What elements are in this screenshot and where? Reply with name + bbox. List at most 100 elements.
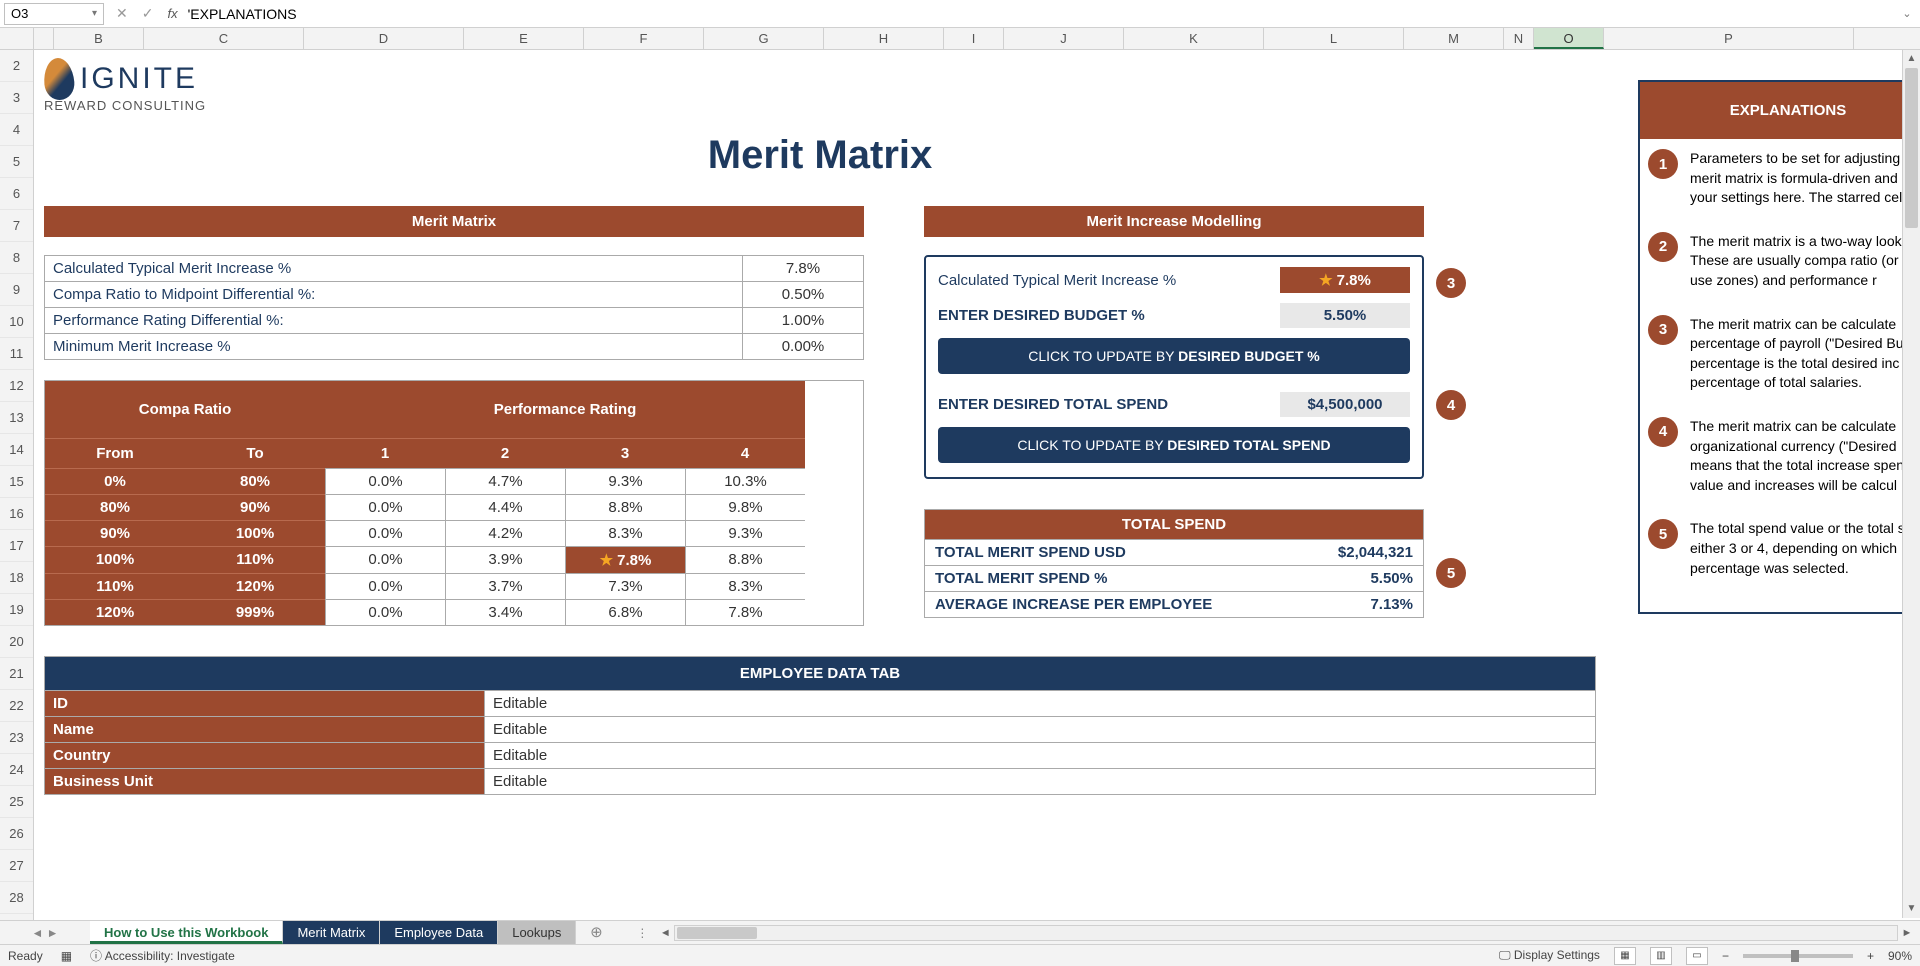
row-header[interactable]: 3 — [0, 82, 33, 114]
column-header[interactable]: E — [464, 28, 584, 49]
matrix-cell[interactable]: 8.3% — [565, 520, 685, 546]
matrix-cell[interactable]: 9.3% — [565, 468, 685, 494]
param-value[interactable]: 0.00% — [743, 333, 863, 359]
column-header[interactable]: D — [304, 28, 464, 49]
matrix-cell[interactable]: 4.2% — [445, 520, 565, 546]
matrix-cell[interactable]: 0.0% — [325, 573, 445, 599]
row-header[interactable]: 9 — [0, 274, 33, 306]
vertical-scrollbar[interactable]: ▲ ▼ — [1902, 50, 1920, 918]
tab-lookups[interactable]: Lookups — [498, 921, 576, 944]
matrix-cell[interactable]: 3.9% — [445, 546, 565, 573]
page-break-view-button[interactable]: ▭ — [1686, 947, 1708, 965]
matrix-cell[interactable]: 8.8% — [685, 546, 805, 573]
row-header[interactable]: 7 — [0, 210, 33, 242]
confirm-icon[interactable]: ✓ — [142, 5, 154, 22]
cancel-icon[interactable]: ✕ — [116, 5, 128, 22]
row-header[interactable]: 19 — [0, 594, 33, 626]
tab-merit-matrix[interactable]: Merit Matrix — [283, 921, 380, 944]
column-header[interactable] — [34, 28, 54, 49]
matrix-cell[interactable]: 7.3% — [565, 573, 685, 599]
zoom-slider[interactable] — [1743, 954, 1853, 958]
column-header[interactable]: P — [1604, 28, 1854, 49]
row-header[interactable]: 17 — [0, 530, 33, 562]
name-box-dropdown-icon[interactable]: ▾ — [92, 8, 97, 19]
matrix-cell[interactable]: 4.7% — [445, 468, 565, 494]
matrix-cell[interactable]: 4.4% — [445, 494, 565, 520]
normal-view-button[interactable]: ▦ — [1614, 947, 1636, 965]
matrix-cell[interactable]: 3.7% — [445, 573, 565, 599]
desired-spend-input[interactable]: $4,500,000 — [1280, 392, 1410, 417]
column-header[interactable]: H — [824, 28, 944, 49]
accessibility-status[interactable]: ⓘ Accessibility: Investigate — [90, 947, 235, 964]
row-header[interactable]: 22 — [0, 690, 33, 722]
fx-icon[interactable]: fx — [167, 6, 177, 21]
column-header[interactable]: B — [54, 28, 144, 49]
emp-field-value[interactable]: Editable — [485, 691, 1595, 716]
matrix-cell[interactable]: 0.0% — [325, 599, 445, 625]
row-header[interactable]: 26 — [0, 818, 33, 850]
row-header[interactable]: 20 — [0, 626, 33, 658]
column-header[interactable]: L — [1264, 28, 1404, 49]
matrix-cell[interactable]: 6.8% — [565, 599, 685, 625]
matrix-cell[interactable]: 0.0% — [325, 546, 445, 573]
desired-budget-input[interactable]: 5.50% — [1280, 303, 1410, 328]
matrix-cell[interactable]: ★7.8% — [565, 546, 685, 573]
hscroll-left-icon[interactable]: ◄ — [656, 924, 674, 942]
formula-expand-icon[interactable]: ⌄ — [1898, 7, 1916, 20]
param-value[interactable]: 7.8% — [743, 256, 863, 281]
column-header[interactable]: J — [1004, 28, 1124, 49]
emp-field-value[interactable]: Editable — [485, 743, 1595, 768]
param-value[interactable]: 0.50% — [743, 281, 863, 307]
row-header[interactable]: 18 — [0, 562, 33, 594]
emp-field-value[interactable]: Editable — [485, 769, 1595, 794]
hscroll-right-icon[interactable]: ► — [1898, 924, 1916, 942]
row-header[interactable]: 15 — [0, 466, 33, 498]
matrix-cell[interactable]: 9.3% — [685, 520, 805, 546]
display-settings[interactable]: 🖵 Display Settings — [1499, 948, 1600, 963]
row-header[interactable]: 2 — [0, 50, 33, 82]
row-header[interactable]: 4 — [0, 114, 33, 146]
row-header[interactable]: 23 — [0, 722, 33, 754]
column-header[interactable]: C — [144, 28, 304, 49]
matrix-cell[interactable]: 0.0% — [325, 520, 445, 546]
zoom-level[interactable]: 90% — [1888, 949, 1912, 963]
tab-how-to-use[interactable]: How to Use this Workbook — [90, 921, 283, 944]
emp-field-value[interactable]: Editable — [485, 717, 1595, 742]
row-header[interactable]: 21 — [0, 658, 33, 690]
matrix-cell[interactable]: 8.8% — [565, 494, 685, 520]
page-layout-view-button[interactable]: ▥ — [1650, 947, 1672, 965]
matrix-cell[interactable]: 3.4% — [445, 599, 565, 625]
column-header[interactable]: O — [1534, 28, 1604, 49]
horizontal-scrollbar[interactable]: ⋮ ◄ ► — [636, 921, 1916, 944]
sheet-content[interactable]: IGNITE REWARD CONSULTING Merit Matrix 1 … — [34, 50, 1920, 938]
zoom-out-button[interactable]: − — [1722, 949, 1729, 963]
column-header[interactable]: N — [1504, 28, 1534, 49]
row-header[interactable]: 24 — [0, 754, 33, 786]
row-header[interactable]: 27 — [0, 850, 33, 882]
matrix-cell[interactable]: 0.0% — [325, 468, 445, 494]
name-box[interactable]: O3 ▾ — [4, 3, 104, 25]
row-header[interactable]: 14 — [0, 434, 33, 466]
row-header[interactable]: 10 — [0, 306, 33, 338]
tab-employee-data[interactable]: Employee Data — [380, 921, 498, 944]
macro-record-icon[interactable]: ▦ — [61, 949, 72, 963]
row-header[interactable]: 28 — [0, 882, 33, 914]
row-header[interactable]: 25 — [0, 786, 33, 818]
column-header[interactable]: M — [1404, 28, 1504, 49]
vertical-scroll-thumb[interactable] — [1905, 68, 1918, 228]
matrix-cell[interactable]: 7.8% — [685, 599, 805, 625]
param-value[interactable]: 1.00% — [743, 307, 863, 333]
column-header[interactable]: I — [944, 28, 1004, 49]
row-header[interactable]: 8 — [0, 242, 33, 274]
column-header[interactable]: G — [704, 28, 824, 49]
row-header[interactable]: 11 — [0, 338, 33, 370]
scroll-down-icon[interactable]: ▼ — [1903, 900, 1920, 918]
matrix-cell[interactable]: 9.8% — [685, 494, 805, 520]
update-by-budget-button[interactable]: CLICK TO UPDATE BY DESIRED BUDGET % — [938, 338, 1410, 374]
row-header[interactable]: 16 — [0, 498, 33, 530]
zoom-in-button[interactable]: + — [1867, 949, 1874, 963]
row-header[interactable]: 5 — [0, 146, 33, 178]
column-header[interactable]: F — [584, 28, 704, 49]
matrix-cell[interactable]: 8.3% — [685, 573, 805, 599]
row-header[interactable]: 13 — [0, 402, 33, 434]
